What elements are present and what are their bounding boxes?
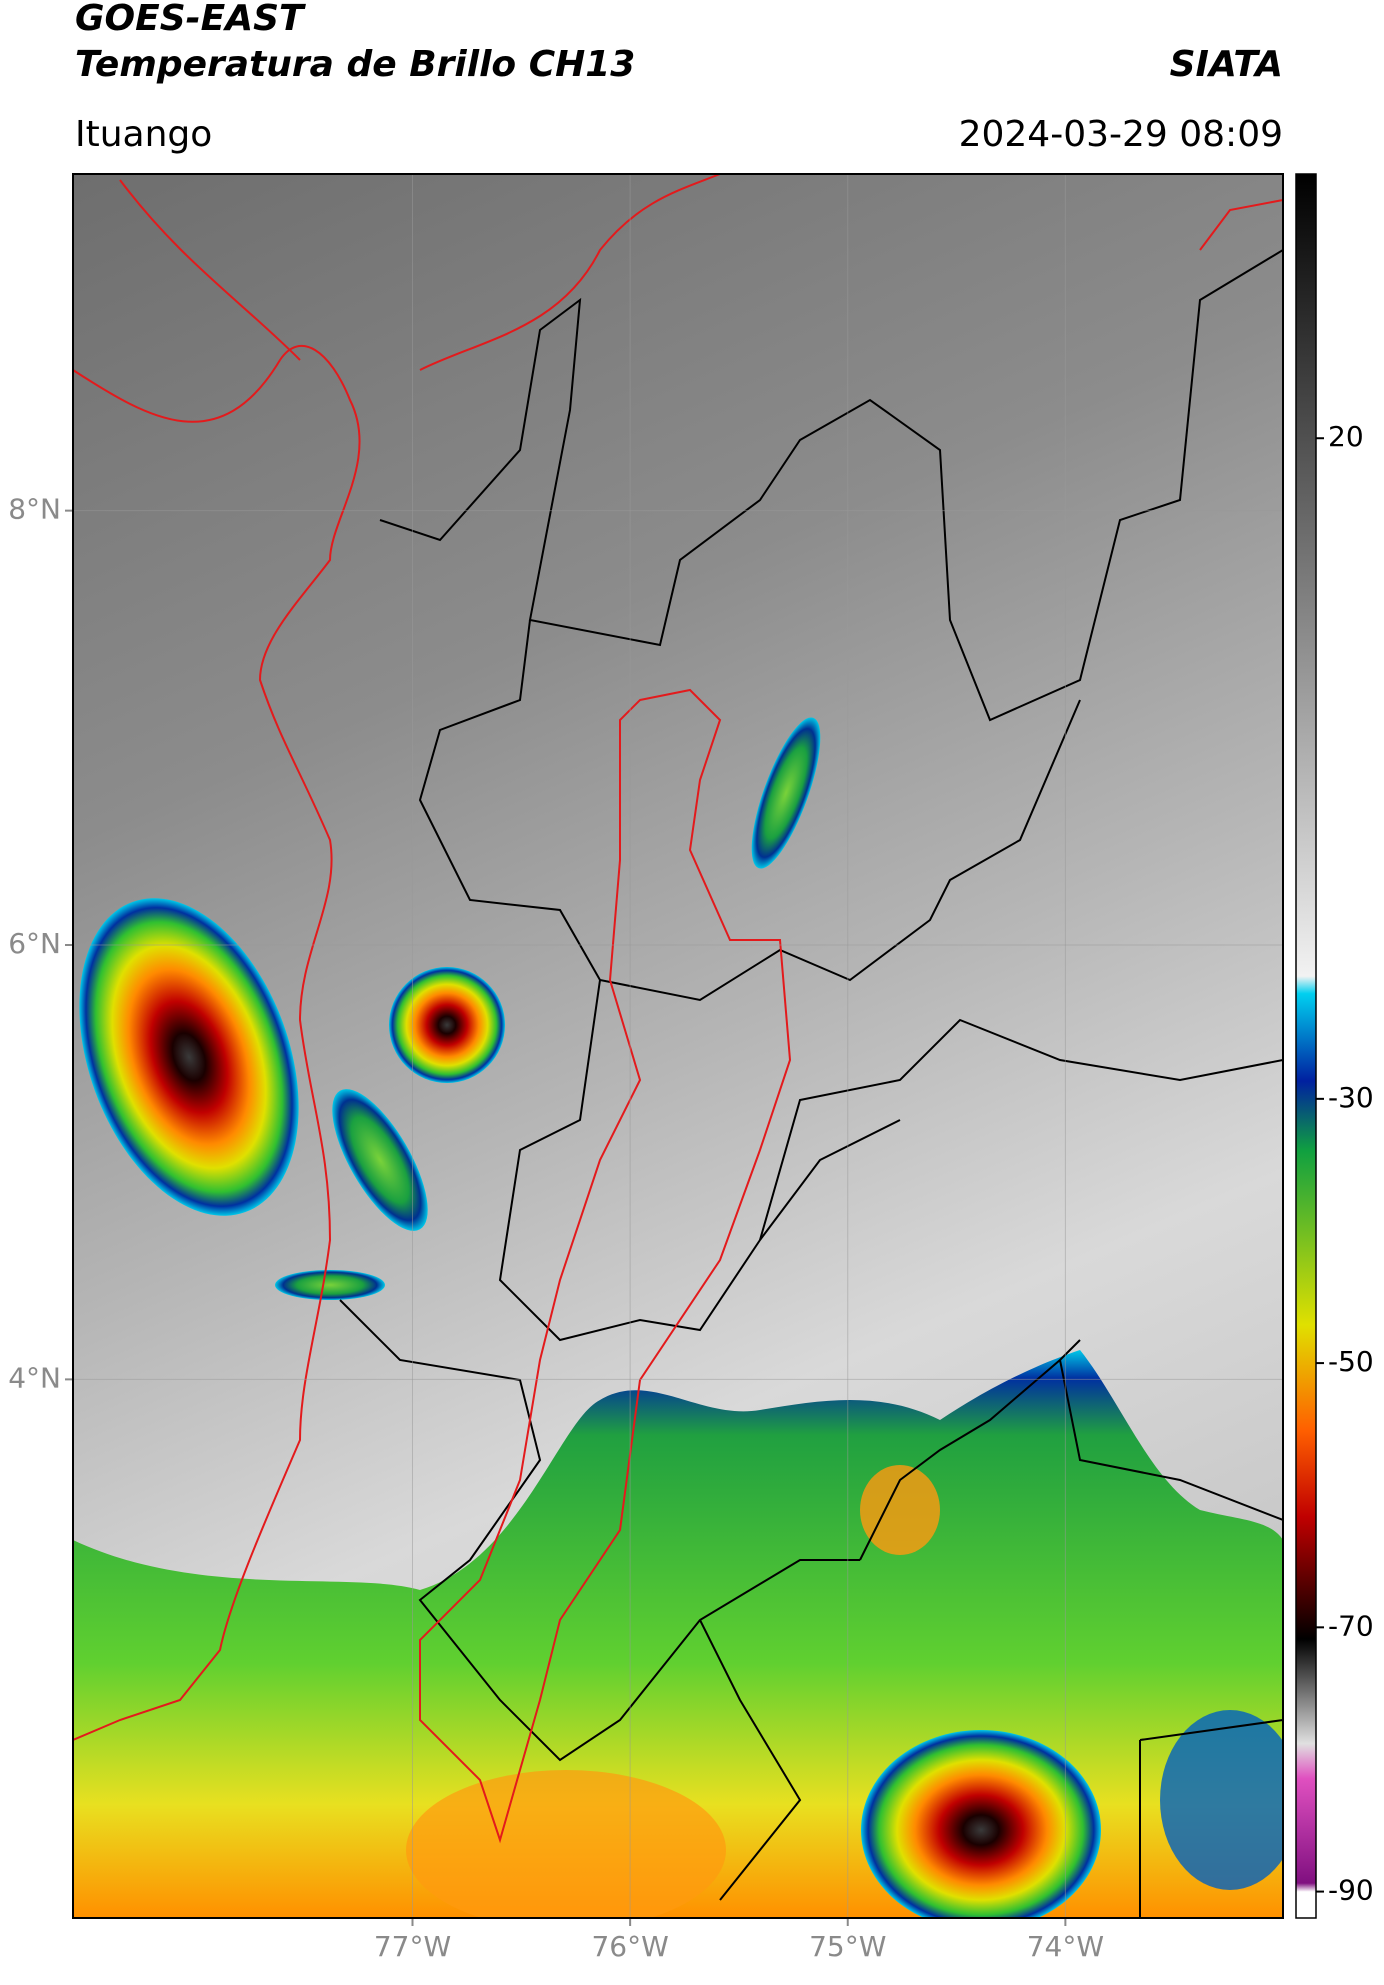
- colorbar: [1295, 173, 1317, 1919]
- y-tick-label: 6°N: [8, 927, 61, 960]
- subtitle: Temperatura de Brillo CH13: [75, 44, 635, 85]
- colorbar-tick-label: -70: [1328, 1609, 1374, 1642]
- colorbar-tick-label: 20: [1328, 420, 1364, 453]
- map-frame: [72, 173, 1284, 1919]
- location: Ituango: [75, 114, 212, 155]
- datetime: 2024-03-29 08:09: [959, 114, 1283, 155]
- colorbar-tick-label: -50: [1328, 1345, 1374, 1378]
- title: GOES-EAST: [75, 0, 306, 39]
- x-tick-label: 76°W: [591, 1930, 668, 1963]
- x-tick-label: 74°W: [1027, 1930, 1104, 1963]
- colorbar-tick-label: -30: [1328, 1081, 1374, 1114]
- satellite-image: [73, 174, 1283, 1918]
- y-tick-label: 4°N: [8, 1361, 61, 1394]
- axes: 77°W 76°W 75°W 74°W 8°N 6°N 4°N 20 -30 -50 -70 -90: [8, 174, 1374, 1963]
- x-tick-label: 75°W: [809, 1930, 886, 1963]
- colorbar-tick-label: -90: [1328, 1874, 1374, 1907]
- y-tick-label: 8°N: [8, 493, 61, 526]
- x-tick-label: 77°W: [374, 1930, 451, 1963]
- source: SIATA: [1170, 44, 1283, 85]
